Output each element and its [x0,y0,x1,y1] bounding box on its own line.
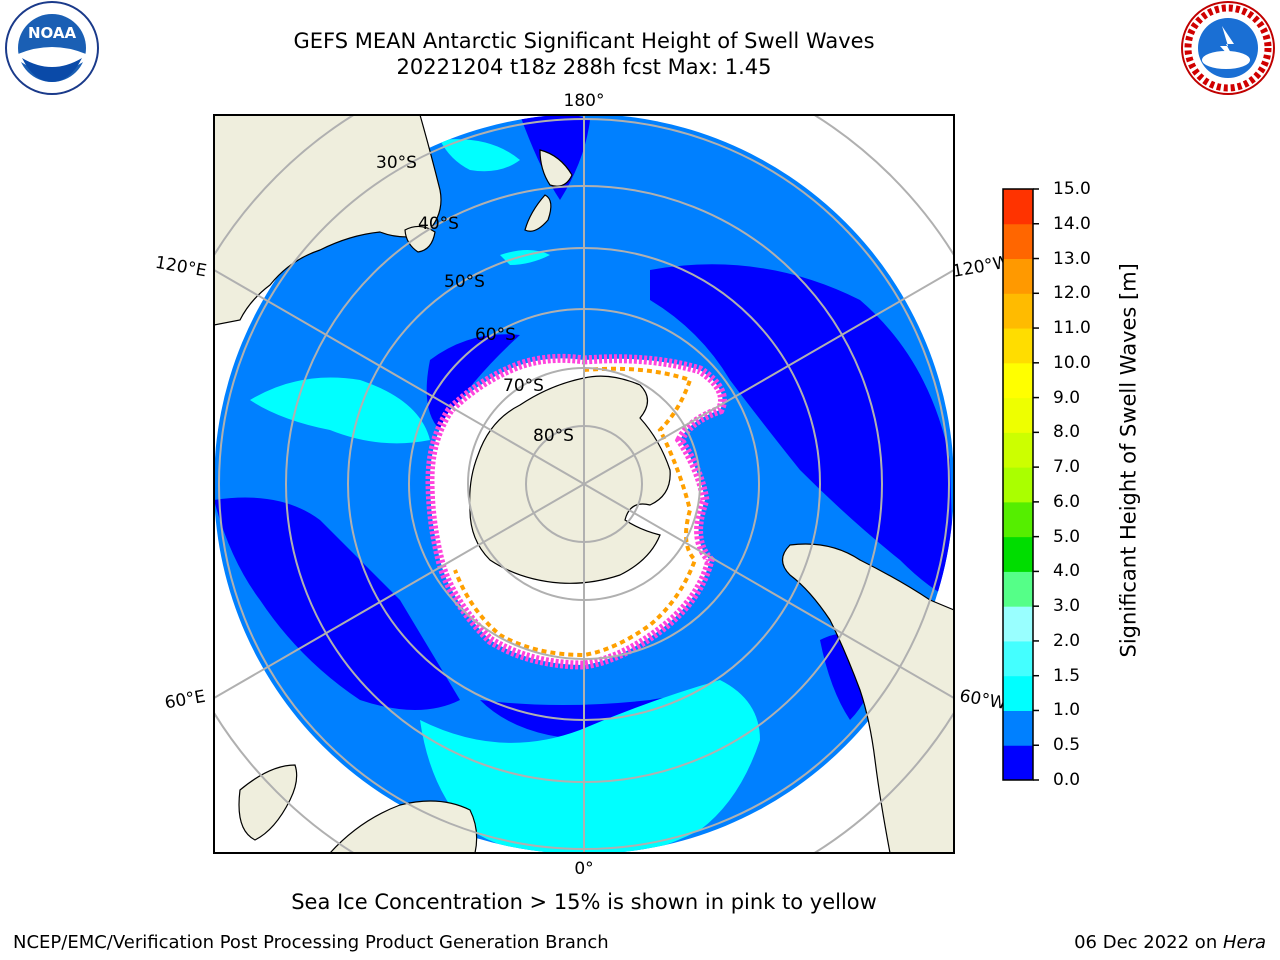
colorbar-cell [1003,258,1033,294]
colorbar-tick-label: 8.0 [1053,422,1081,443]
map-frame [213,114,955,854]
colorbar-cell [1003,501,1033,538]
colorbar-tick-label: 5.0 [1053,526,1081,547]
colorbar-tick-label: 2.0 [1053,630,1081,651]
colorbar-cell [1003,640,1033,677]
colorbar-cell [1003,710,1033,746]
australia-landmass [214,115,442,326]
colorbar-tick-label: 14.0 [1053,213,1091,234]
colorbar-cell [1003,397,1033,433]
colorbar-tick-label: 7.0 [1053,457,1081,478]
colorbar-tick-label: 0.5 [1053,735,1081,756]
lat-label-80s: 80°S [533,426,574,446]
colorbar-cell [1003,223,1033,260]
colorbar-tick-label: 15.0 [1053,179,1091,199]
colorbar-tick-label: 12.0 [1053,283,1091,304]
colorbar-frame [1002,188,1034,781]
colorbar-tick-label: 1.5 [1053,665,1081,686]
colorbar-tick-label: 10.0 [1053,352,1091,373]
colorbar-tick-label: 11.0 [1053,318,1091,339]
antarctica-landmass [469,375,671,584]
colorbar-cell [1003,467,1033,503]
footer-date: 06 Dec 2022 on Hera [1074,932,1266,953]
chart-subtitle: 20221204 t18z 288h fcst Max: 1.45 [396,55,772,79]
colorbar-cell [1003,293,1033,329]
colorbar-cell [1003,189,1033,225]
footer-credit: NCEP/EMC/Verification Post Processing Pr… [13,932,609,953]
chart-title: GEFS MEAN Antarctic Significant Height o… [293,29,875,53]
colorbar-cell [1003,432,1033,468]
colorbar-cell [1003,571,1033,607]
colorbar-cell [1003,362,1033,399]
noaa-logo-text: NOAA [28,24,77,42]
lon-label-60w: 60°W [958,686,1008,714]
colorbar-tick-label: 3.0 [1053,596,1081,617]
lat-label-60s: 60°S [475,325,516,345]
colorbar-cell [1003,745,1033,781]
lon-label-120e: 120°E [154,253,208,282]
colorbar-tick-label: 1.0 [1053,700,1081,721]
sea-ice-note: Sea Ice Concentration > 15% is shown in … [291,890,877,914]
colorbar-tick-label: 0.0 [1053,770,1081,790]
lat-label-40s: 40°S [418,214,459,234]
colorbar-cell [1003,675,1033,711]
lon-label-0: 0° [574,859,593,879]
colorbar-tick-label: 9.0 [1053,387,1081,408]
lon-label-60e: 60°E [163,687,207,714]
noaa-logo: NOAA [5,1,99,95]
colorbar-cell [1003,536,1033,572]
colorbar-tick-label: 13.0 [1053,248,1091,269]
lat-label-30s: 30°S [376,153,417,173]
lat-label-50s: 50°S [444,272,485,292]
colorbar-cell [1003,328,1033,364]
graticule [214,115,954,853]
colorbar-tick-label: 6.0 [1053,491,1081,512]
colorbar [1003,189,1033,781]
lat-label-70s: 70°S [503,376,544,396]
footer-date-text: 06 Dec 2022 on [1074,932,1223,953]
colorbar-title: Significant Height of Swell Waves [m] [1116,263,1141,658]
footer-machine: Hera [1222,932,1266,953]
nws-logo [1181,1,1275,95]
lon-label-180: 180° [564,91,605,111]
colorbar-cell [1003,606,1033,642]
colorbar-tick-label: 4.0 [1053,561,1081,582]
